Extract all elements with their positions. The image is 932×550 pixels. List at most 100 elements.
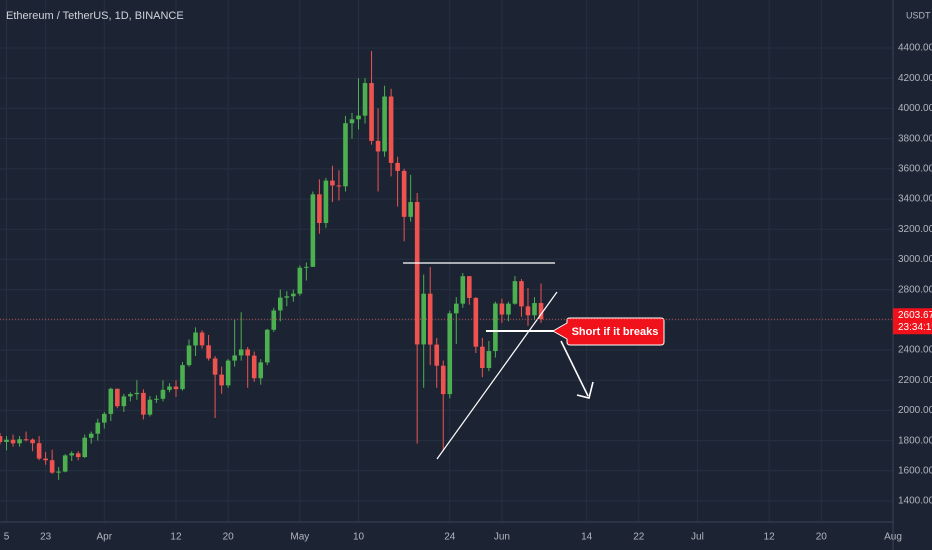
x-tick-label: 12 bbox=[764, 532, 776, 543]
candle-body bbox=[343, 123, 348, 187]
y-tick-label: 2200.00 bbox=[898, 375, 932, 386]
candle-body bbox=[219, 374, 224, 386]
candle-body bbox=[493, 303, 498, 352]
candle-body bbox=[154, 398, 159, 400]
candle-body bbox=[180, 365, 185, 390]
candle-body bbox=[323, 180, 329, 224]
candle-body bbox=[147, 399, 153, 415]
x-tick-label: Aug bbox=[884, 532, 902, 543]
candle-body bbox=[199, 332, 205, 346]
price-tag bbox=[893, 308, 932, 335]
candle-body bbox=[375, 140, 381, 152]
candle-body bbox=[238, 349, 244, 356]
y-tick-label: 3400.00 bbox=[898, 194, 932, 205]
y-tick-label: 1600.00 bbox=[898, 465, 932, 476]
candle-body bbox=[440, 365, 446, 395]
x-tick-label: Apr bbox=[97, 532, 113, 543]
countdown: 23:34:19 bbox=[898, 322, 932, 333]
candle-body bbox=[264, 329, 270, 363]
candle-body bbox=[10, 439, 16, 444]
callout-text: Short if it breaks bbox=[572, 326, 659, 338]
candle-body bbox=[388, 96, 394, 163]
candle-body bbox=[36, 443, 42, 459]
candle-body bbox=[43, 458, 48, 461]
candle-body bbox=[453, 303, 459, 314]
x-tick-label: 22 bbox=[633, 532, 645, 543]
last-price: 2603.67 bbox=[898, 310, 932, 321]
candle-body bbox=[17, 439, 22, 444]
candle-body bbox=[4, 439, 9, 442]
y-tick-label: 3000.00 bbox=[898, 254, 932, 265]
candle-body bbox=[62, 455, 68, 472]
y-tick-label: 4200.00 bbox=[898, 73, 932, 84]
x-tick-label: May bbox=[290, 532, 309, 543]
candle-body bbox=[271, 310, 277, 330]
candle-body bbox=[519, 281, 524, 307]
candle-body bbox=[434, 344, 440, 366]
candle-body bbox=[284, 296, 290, 298]
grid bbox=[0, 0, 893, 522]
candle-body bbox=[369, 83, 374, 141]
candle-body bbox=[291, 293, 296, 297]
candle-body bbox=[75, 453, 81, 458]
candle-body bbox=[297, 267, 303, 294]
currency: USDT bbox=[906, 10, 931, 20]
y-tick-label: 1400.00 bbox=[898, 496, 932, 507]
x-tick-label: 24 bbox=[444, 532, 456, 543]
chart-title: Ethereum / TetherUS, 1D, BINANCE bbox=[6, 10, 184, 22]
x-tick-label: Jun bbox=[494, 532, 510, 543]
candle-body bbox=[512, 281, 518, 304]
x-tick-label: 14 bbox=[581, 532, 593, 543]
candle-body bbox=[356, 115, 361, 120]
candle-body bbox=[56, 471, 61, 473]
candle-body bbox=[277, 297, 283, 311]
candle-body bbox=[401, 170, 407, 217]
candle-body bbox=[134, 392, 140, 395]
y-tick-label: 4400.00 bbox=[898, 43, 932, 54]
candle-body bbox=[69, 453, 75, 456]
candle-body bbox=[467, 276, 472, 298]
candle-body bbox=[206, 345, 211, 359]
y-tick-label: 3200.00 bbox=[898, 224, 932, 235]
candle-body bbox=[395, 162, 400, 171]
y-tick-label: 2400.00 bbox=[898, 345, 932, 356]
candle-body bbox=[0, 436, 3, 442]
candle-body bbox=[212, 358, 218, 375]
candle-body bbox=[23, 439, 29, 441]
trend-line bbox=[436, 291, 558, 460]
arrow-shaft bbox=[560, 340, 589, 397]
candle-body bbox=[480, 346, 485, 368]
candle-body bbox=[414, 202, 420, 345]
candle-body bbox=[317, 194, 322, 224]
candle-body bbox=[101, 413, 107, 423]
candle-body bbox=[186, 345, 192, 366]
candle-body bbox=[310, 194, 316, 267]
candle-body bbox=[160, 389, 166, 399]
candle-body bbox=[173, 386, 179, 390]
y-tick-label: 4000.00 bbox=[898, 103, 932, 114]
candle-body bbox=[304, 266, 309, 268]
candle-body bbox=[538, 303, 544, 320]
candle-body bbox=[447, 313, 453, 395]
candle-body bbox=[30, 439, 35, 444]
candle-body bbox=[108, 388, 114, 414]
candle-body bbox=[141, 392, 146, 415]
candle-body bbox=[82, 437, 88, 458]
candle-body bbox=[167, 386, 172, 390]
y-tick-label: 2800.00 bbox=[898, 284, 932, 295]
candle-body bbox=[49, 460, 55, 473]
candles bbox=[0, 51, 544, 480]
candle-body bbox=[88, 433, 94, 438]
axes: 1400.00 1600.00 1800.00 2000.00 2200.00 2400.… bbox=[0, 43, 932, 543]
callout-box bbox=[551, 317, 665, 346]
candle-body bbox=[486, 351, 492, 368]
x-tick-label: 23 bbox=[40, 532, 52, 543]
arrow-head bbox=[576, 381, 594, 399]
candle-body bbox=[121, 396, 127, 407]
x-tick-label: 10 bbox=[353, 532, 365, 543]
candle-body bbox=[460, 276, 466, 304]
x-tick-label: 20 bbox=[816, 532, 828, 543]
candle-body bbox=[95, 422, 101, 434]
